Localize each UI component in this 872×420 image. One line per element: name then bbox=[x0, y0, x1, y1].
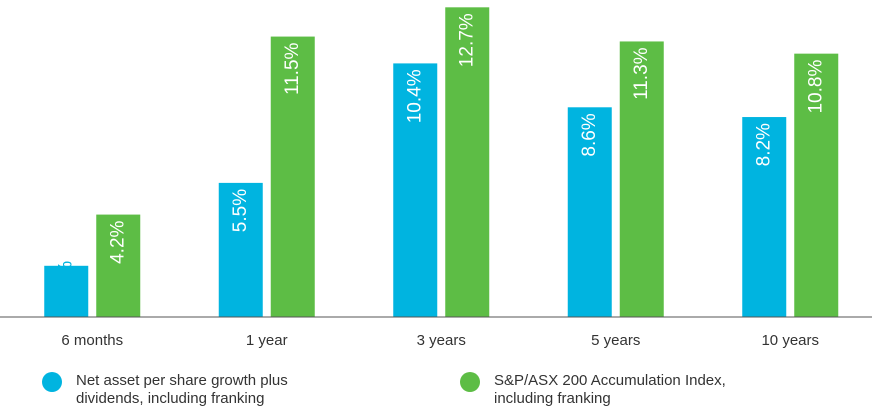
legend-label: S&P/ASX 200 Accumulation Index, includin… bbox=[494, 372, 726, 407]
data-label: 8.6% bbox=[579, 113, 600, 156]
data-label: 8.2% bbox=[754, 123, 775, 166]
data-label: 10.8% bbox=[806, 60, 827, 114]
x-tick-label: 5 years bbox=[591, 332, 640, 349]
x-tick-label: 6 months bbox=[61, 332, 123, 349]
bar bbox=[218, 182, 263, 317]
bar bbox=[742, 117, 787, 318]
legend-label: Net asset per share growth plus dividend… bbox=[76, 372, 288, 407]
x-tick-label: 3 years bbox=[417, 332, 466, 349]
data-label: 12.7% bbox=[457, 13, 478, 67]
bar bbox=[567, 107, 612, 318]
bar bbox=[270, 36, 315, 317]
legend-item: S&P/ASX 200 Accumulation Index, includin… bbox=[460, 372, 756, 408]
data-label: 5.5% bbox=[230, 189, 251, 232]
data-label: 11.5% bbox=[282, 42, 303, 95]
bar bbox=[44, 265, 89, 317]
x-tick-label: 10 years bbox=[761, 332, 819, 349]
chart: 6 months 2.1 % 4.2% 1 year 5.5% 11.5% 3 years 1… bbox=[0, 7, 872, 349]
bar bbox=[445, 7, 490, 317]
data-label: 10.4% bbox=[405, 69, 426, 123]
data-label: 4.2% bbox=[108, 220, 129, 263]
bar bbox=[96, 214, 141, 317]
legend-item: Net asset per share growth plus dividend… bbox=[42, 372, 316, 408]
bar bbox=[619, 41, 664, 317]
data-label: 11.3% bbox=[631, 47, 652, 100]
bar bbox=[794, 53, 839, 318]
legend-swatch bbox=[460, 372, 480, 392]
data-label: 2.1 % bbox=[56, 261, 77, 310]
legend-swatch bbox=[42, 372, 62, 392]
x-tick-label: 1 year bbox=[246, 332, 288, 349]
bar bbox=[393, 63, 438, 318]
